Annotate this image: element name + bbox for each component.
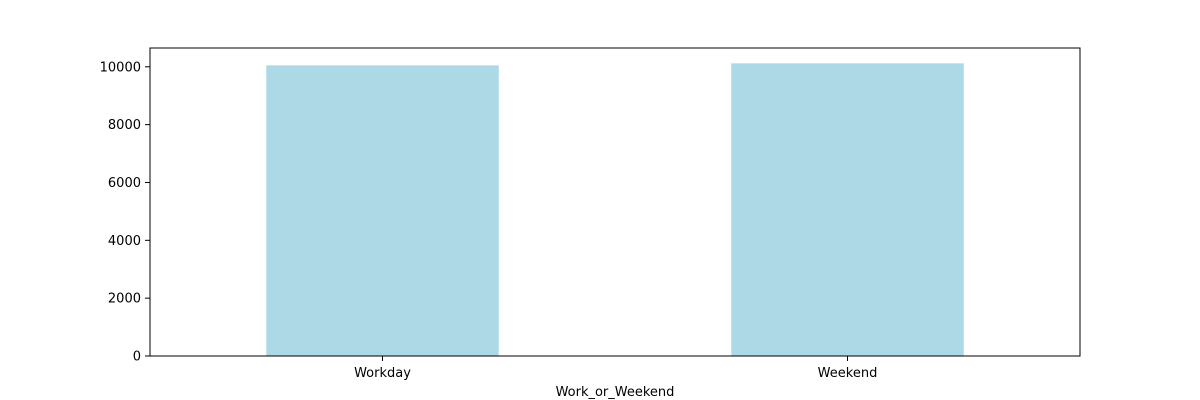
plot-frame	[149, 47, 1081, 357]
y-tick-label: 10000	[100, 60, 141, 75]
bar-weekend	[731, 63, 964, 356]
x-tick-label: Weekend	[818, 366, 878, 381]
bar-workday	[266, 65, 499, 356]
y-axis: 0 2000 4000 6000 8000 10000	[100, 60, 150, 365]
x-axis: Workday Weekend	[354, 356, 877, 381]
y-tick-label: 4000	[108, 234, 141, 249]
y-tick-label: 6000	[108, 176, 141, 191]
bars-layer	[266, 63, 964, 356]
y-tick-label: 8000	[108, 118, 141, 133]
x-tick-label: Workday	[354, 366, 411, 381]
y-tick-label: 0	[133, 350, 141, 365]
y-tick-label: 2000	[108, 292, 141, 307]
x-axis-title: Work_or_Weekend	[556, 385, 675, 400]
